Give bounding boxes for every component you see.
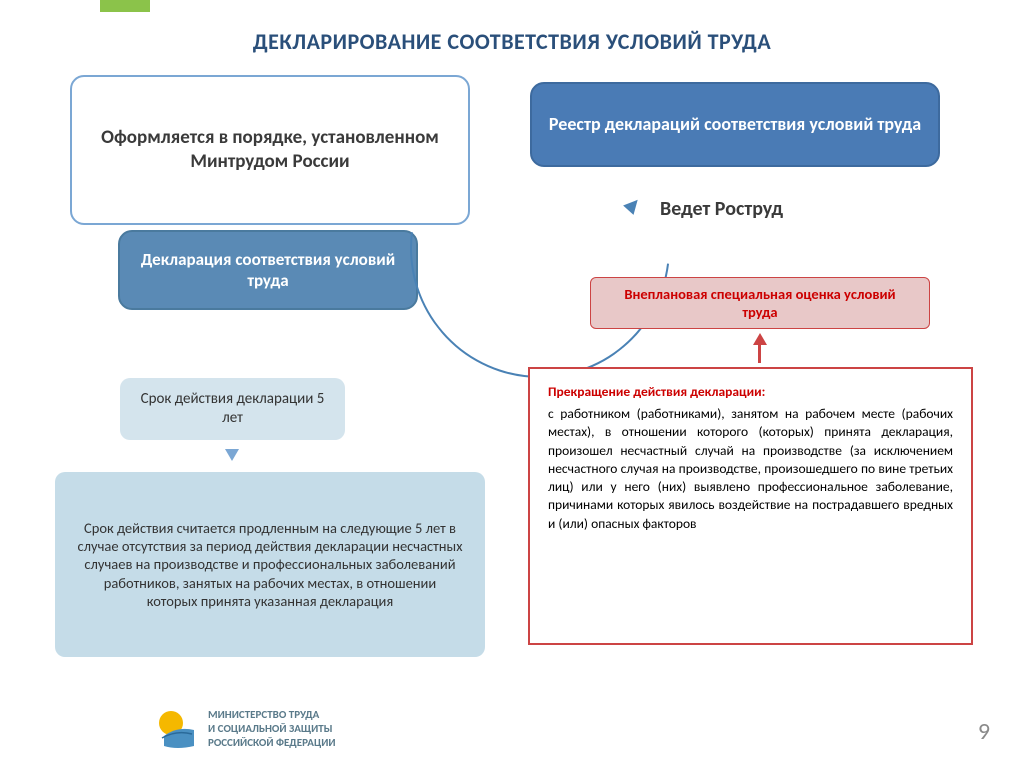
ministry-logo-icon <box>156 708 198 750</box>
logo-line3: РОССИЙСКОЙ ФЕДЕРАЦИИ <box>208 736 336 750</box>
box-period-text: Срок действия декларации 5 лет <box>136 390 329 428</box>
ministry-logo-text: МИНИСТЕРСТВО ТРУДА И СОЦИАЛЬНОЙ ЗАЩИТЫ Р… <box>208 708 336 749</box>
termination-header: Прекращение действия декларации: <box>548 383 953 401</box>
termination-body: с работником (работниками), занятом на р… <box>548 405 953 533</box>
box-procedure: Оформляется в порядке, установленном Мин… <box>70 75 470 225</box>
page-number: 9 <box>978 717 990 746</box>
box-procedure-text: Оформляется в порядке, установленном Мин… <box>88 126 452 174</box>
box-unplanned: Внеплановая специальная оценка условий т… <box>590 277 930 329</box>
arrow-period-down <box>225 449 239 461</box>
red-arrow-head <box>753 333 767 345</box>
logo-line2: И СОЦИАЛЬНОЙ ЗАЩИТЫ <box>208 722 336 736</box>
box-extension-text: Срок действия считается продленным на сл… <box>77 519 463 610</box>
box-period: Срок действия декларации 5 лет <box>120 378 345 440</box>
box-declaration-text: Декларация соответствия условий труда <box>136 249 400 292</box>
red-arrow-stem <box>758 345 761 363</box>
box-unplanned-text: Внеплановая специальная оценка условий т… <box>607 285 913 321</box>
logo-line1: МИНИСТЕРСТВО ТРУДА <box>208 708 336 722</box>
box-declaration: Декларация соответствия условий труда <box>118 230 418 310</box>
box-registry-text: Реестр деклараций соответствия условий т… <box>549 113 921 136</box>
ministry-logo: МИНИСТЕРСТВО ТРУДА И СОЦИАЛЬНОЙ ЗАЩИТЫ Р… <box>156 708 336 750</box>
top-accent-bar <box>100 0 150 12</box>
box-extension: Срок действия считается продленным на сл… <box>55 472 485 657</box>
page-title: ДЕКЛАРИРОВАНИЕ СООТВЕТСТВИЯ УСЛОВИЙ ТРУД… <box>0 28 1024 55</box>
box-termination: Прекращение действия декларации: с работ… <box>528 367 973 645</box>
label-rostrud: Ведет Роструд <box>660 197 783 221</box>
